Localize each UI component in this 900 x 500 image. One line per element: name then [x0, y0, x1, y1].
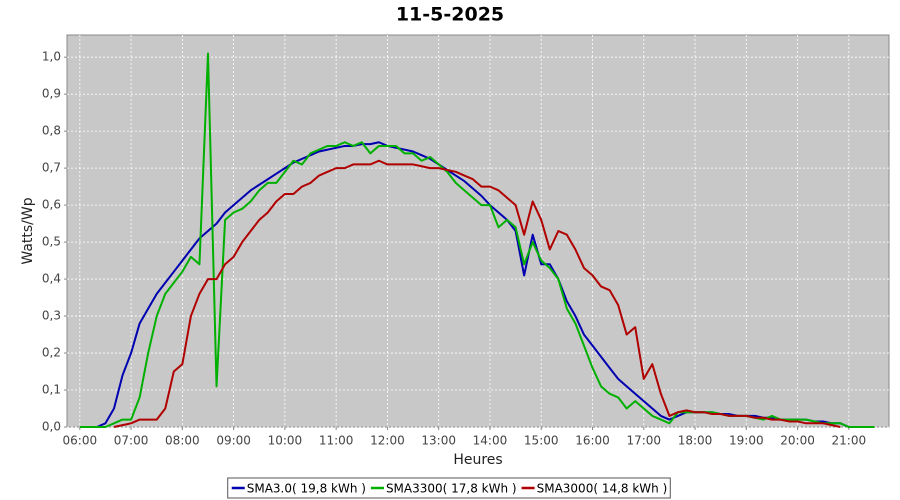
- y-tick-label: 0,2: [42, 346, 61, 360]
- legend-label: SMA3000( 14,8 kWh ): [537, 482, 668, 496]
- x-tick-label: 12:00: [370, 434, 405, 448]
- y-tick-label: 0,8: [42, 124, 61, 138]
- x-tick-label: 11:00: [319, 434, 354, 448]
- legend-box: [227, 477, 671, 499]
- x-tick-label: 14:00: [473, 434, 508, 448]
- x-tick-label: 20:00: [780, 434, 815, 448]
- x-tick-label: 21:00: [832, 434, 867, 448]
- x-tick-label: 18:00: [678, 434, 713, 448]
- x-tick-label: 15:00: [524, 434, 559, 448]
- y-tick-label: 0,1: [42, 383, 61, 397]
- y-axis-label: Watts/Wp: [20, 197, 36, 264]
- x-tick-label: 08:00: [165, 434, 200, 448]
- y-tick-label: 0,4: [42, 272, 61, 286]
- x-tick-label: 07:00: [114, 434, 149, 448]
- x-tick-label: 17:00: [626, 434, 661, 448]
- legend-label: SMA3300( 17,8 kWh ): [386, 482, 517, 496]
- y-tick-label: 0,5: [42, 235, 61, 249]
- x-tick-label: 09:00: [216, 434, 251, 448]
- y-tick-label: 0,9: [42, 87, 61, 101]
- x-tick-label: 13:00: [421, 434, 456, 448]
- y-tick-label: 0,7: [42, 161, 61, 175]
- series-line: [113, 159, 841, 428]
- x-tick-label: 16:00: [575, 434, 610, 448]
- y-tick-label: 0,0: [42, 420, 61, 434]
- plot-area: [66, 34, 890, 428]
- x-tick-label: 06:00: [63, 434, 98, 448]
- x-tick-label: 10:00: [268, 434, 303, 448]
- y-tick-label: 0,6: [42, 198, 61, 212]
- x-tick-label: 19:00: [729, 434, 764, 448]
- y-tick-label: 0,3: [42, 309, 61, 323]
- chart-title: 11-5-2025: [396, 4, 504, 26]
- legend: SMA3.0( 19,8 kWh ) SMA3300( 17,8 kWh ) SMA…: [227, 477, 671, 499]
- x-axis-label: Heures: [453, 452, 502, 468]
- legend-label: SMA3.0( 19,8 kWh ): [247, 482, 366, 496]
- y-tick-label: 1,0: [42, 50, 61, 64]
